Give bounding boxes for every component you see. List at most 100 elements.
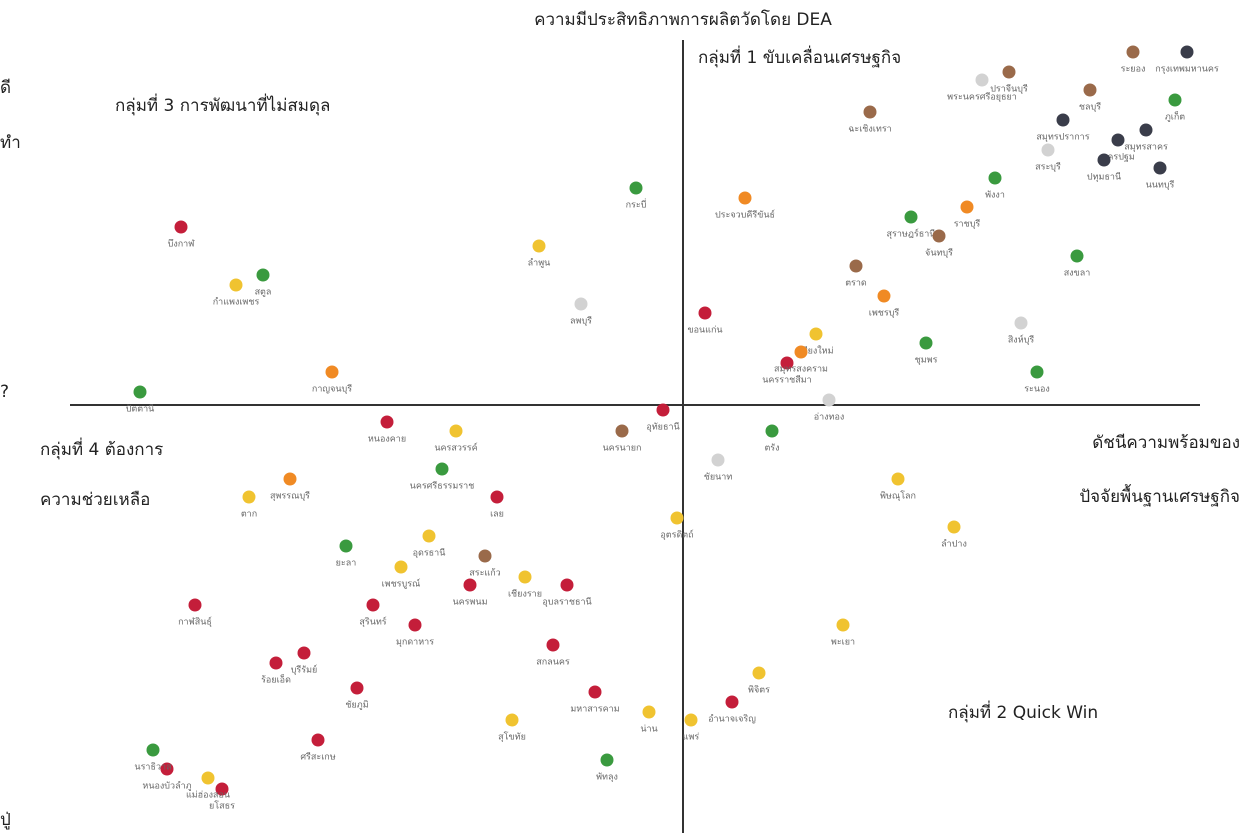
point bbox=[1070, 249, 1084, 263]
point-label: นครปฐม bbox=[1101, 153, 1135, 163]
point bbox=[1180, 45, 1194, 59]
point bbox=[725, 695, 739, 709]
point-label: มุกดาหาร bbox=[396, 638, 434, 648]
edge-text: ? bbox=[0, 382, 9, 402]
point-label: ตราด bbox=[845, 279, 867, 289]
point-label: ลำพูน bbox=[528, 258, 551, 269]
point bbox=[350, 681, 364, 695]
point bbox=[975, 73, 989, 87]
point bbox=[1002, 65, 1016, 79]
point-label: บึงกาฬ bbox=[168, 239, 196, 250]
point-label: ชลบุรี bbox=[1079, 102, 1101, 113]
point-label: สตูล bbox=[255, 288, 272, 298]
point bbox=[505, 713, 519, 727]
x-axis-label: ปัจจัยพื้นฐานเศรษฐกิจ bbox=[1079, 484, 1240, 507]
point-label: สมุทรปราการ bbox=[1036, 133, 1089, 143]
point bbox=[904, 210, 918, 224]
edge-text: ปู่ bbox=[0, 810, 11, 830]
point bbox=[1083, 83, 1097, 97]
point bbox=[684, 713, 698, 727]
point-label: ระยอง bbox=[1121, 65, 1146, 75]
point-label: ปทุมธานี bbox=[1087, 172, 1121, 183]
point-label: สระบุรี bbox=[1035, 162, 1061, 173]
point-label: นครศรีธรรมราช bbox=[410, 481, 475, 492]
point bbox=[1153, 161, 1167, 175]
point bbox=[752, 666, 766, 680]
point-label: มหาสารคาม bbox=[570, 705, 619, 715]
point bbox=[863, 105, 877, 119]
quadrant-label: กลุ่มที่ 1 ขับเคลื่อนเศรษฐกิจ bbox=[698, 45, 901, 68]
point-label: สระแก้ว bbox=[469, 568, 500, 579]
point-label: ปราจีนบุรี bbox=[990, 84, 1028, 95]
point-label: ขอนแก่น bbox=[687, 326, 722, 336]
point bbox=[1111, 133, 1125, 147]
point-label: เลย bbox=[490, 510, 504, 520]
point-label: พะเยา bbox=[831, 638, 855, 648]
point bbox=[256, 268, 270, 282]
point-label: หนองบัวลำภู bbox=[142, 781, 191, 792]
point-label: นราธิวาส bbox=[134, 762, 172, 773]
point bbox=[297, 646, 311, 660]
point bbox=[836, 618, 850, 632]
point-label: พัทลุง bbox=[596, 773, 618, 783]
point bbox=[629, 181, 643, 195]
quadrant-label: กลุ่มที่ 4 ต้องการ bbox=[40, 437, 163, 460]
point bbox=[394, 560, 408, 574]
point-label: กาญจนบุรี bbox=[312, 384, 352, 395]
point bbox=[435, 462, 449, 476]
point bbox=[588, 685, 602, 699]
point-label: นครราชสีมา bbox=[762, 375, 811, 386]
point bbox=[188, 598, 202, 612]
point bbox=[780, 356, 794, 370]
point bbox=[174, 220, 188, 234]
point bbox=[711, 453, 725, 467]
point bbox=[822, 393, 836, 407]
point bbox=[1014, 316, 1028, 330]
point-label: ระนอง bbox=[1024, 385, 1050, 395]
point bbox=[311, 733, 325, 747]
point bbox=[518, 570, 532, 584]
point bbox=[1056, 113, 1070, 127]
point-label: สกลนคร bbox=[536, 658, 570, 668]
point bbox=[698, 306, 712, 320]
point-label: กระบี่ bbox=[626, 198, 647, 211]
point-label: อำนาจเจริญ bbox=[708, 714, 756, 725]
point bbox=[201, 771, 215, 785]
point-label: อ่างทอง bbox=[814, 413, 845, 423]
point-label: ลำปาง bbox=[941, 539, 967, 550]
point bbox=[809, 327, 823, 341]
point-label: อุดรธานี bbox=[413, 548, 446, 559]
point-label: ชุมพร bbox=[915, 356, 938, 366]
point bbox=[988, 171, 1002, 185]
point bbox=[269, 656, 283, 670]
point-label: กาฬสินธุ์ bbox=[178, 616, 212, 628]
point bbox=[133, 385, 147, 399]
point bbox=[325, 365, 339, 379]
point-label: อุตรดิตถ์ bbox=[660, 529, 693, 541]
point bbox=[463, 578, 477, 592]
point-label: กำแพงเพชร bbox=[213, 297, 260, 308]
point-label: พังงา bbox=[985, 191, 1005, 201]
point bbox=[765, 424, 779, 438]
point bbox=[600, 753, 614, 767]
point bbox=[794, 345, 808, 359]
point-label: ฉะเชิงเทรา bbox=[848, 124, 891, 135]
point bbox=[229, 278, 243, 292]
point bbox=[380, 415, 394, 429]
edge-text: ทำ bbox=[0, 133, 21, 153]
point-label: สุพรรณบุรี bbox=[270, 491, 310, 502]
point-label: น่าน bbox=[640, 725, 657, 735]
point bbox=[1139, 123, 1153, 137]
point-label: ตาก bbox=[241, 510, 257, 520]
quadrant-label: กลุ่มที่ 3 การพัฒนาที่ไม่สมดุล bbox=[115, 93, 330, 116]
point-label: พระนครศรีอยุธยา bbox=[947, 92, 1017, 103]
point bbox=[670, 511, 684, 525]
point bbox=[490, 490, 504, 504]
chart-title: ความมีประสิทธิภาพการผลิตวัดโดย DEA bbox=[534, 9, 832, 30]
point-label: ยโสธร bbox=[209, 801, 235, 812]
point-label: สมุทรสาคร bbox=[1124, 143, 1168, 153]
point-label: สิงห์บุรี bbox=[1008, 334, 1035, 346]
point-label: ชัยนาท bbox=[704, 473, 733, 483]
point bbox=[919, 336, 933, 350]
